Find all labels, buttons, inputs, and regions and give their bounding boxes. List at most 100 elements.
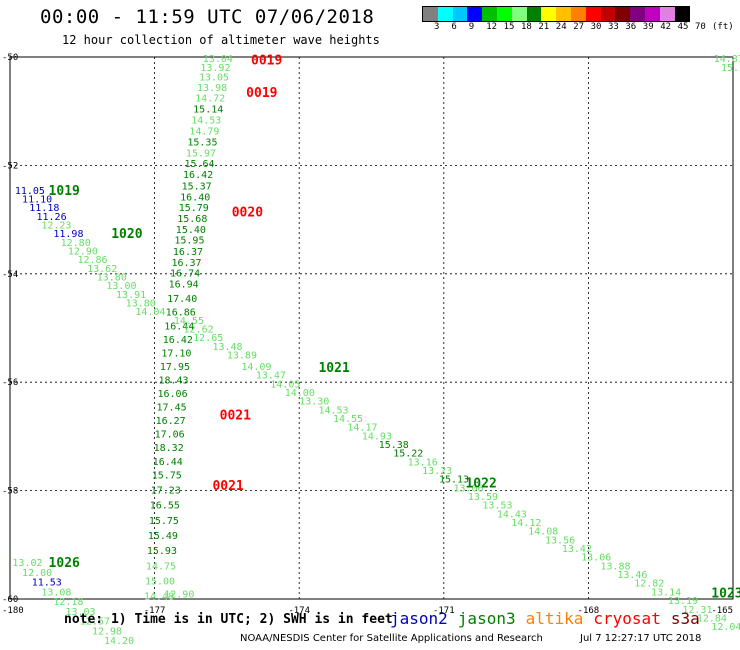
wave-height-value: 16.06	[157, 389, 187, 400]
wave-height-value: 12.84	[697, 613, 727, 624]
axis-ticks: -180 -177 -174 -171 -168 -165 -50 -52 -54 -56 -58 -…	[2, 53, 733, 616]
wave-height-value: 12.23	[41, 220, 71, 231]
wave-height-value: 15.13	[439, 475, 469, 486]
wave-height-value: 12.57	[80, 617, 110, 628]
wave-height-value: 11.05	[15, 186, 45, 197]
legend-label: 12	[486, 22, 498, 32]
wave-height-value: 13.53	[482, 501, 512, 512]
wave-height-value: 11.10	[22, 194, 52, 205]
pass-time-label: 0021	[220, 409, 251, 424]
legend-label: 3	[434, 22, 440, 32]
legend-swatch	[526, 7, 542, 21]
legend-label: 21	[538, 22, 550, 32]
wave-height-value: 15.75	[149, 516, 179, 527]
wave-height-value: 14.12	[511, 518, 541, 529]
wave-height-value: 14.53	[191, 115, 221, 126]
wave-height-value: 12.65	[193, 333, 223, 344]
legend-label: 45	[677, 22, 689, 32]
wave-height-value: 15.22	[393, 449, 423, 460]
wave-height-value: 12.90	[68, 246, 98, 257]
x-tick-label: -180	[2, 606, 24, 616]
wave-height-value: 12.82	[634, 579, 664, 590]
wave-height-value: 13.56	[545, 535, 575, 546]
pass-time-label: 0019	[251, 54, 282, 69]
wave-height-value: 12.62	[184, 325, 214, 336]
wave-height-value: 15.14	[193, 104, 223, 115]
legend-label: 33	[608, 22, 619, 32]
wave-height-observations: 13.0413.9213.0513.9814.7215.1414.5314.79…	[12, 54, 740, 647]
wave-height-value: 15.37	[182, 181, 212, 192]
wave-height-value: 17.06	[155, 430, 185, 441]
wave-height-value: 15.68	[177, 214, 207, 225]
legend-swatch	[674, 7, 690, 21]
map-grid	[9, 56, 734, 600]
legend-swatch	[541, 7, 557, 21]
x-tick-label: -171	[433, 606, 455, 616]
wave-height-value: 14.09	[241, 362, 271, 373]
pass-time-label: 1022	[465, 476, 496, 491]
wave-height-value: 13.14	[651, 587, 681, 598]
legend-swatch	[630, 7, 645, 21]
wave-height-value: 17.10	[161, 348, 191, 359]
y-tick-label: -52	[2, 161, 18, 171]
legend-labels: 3 6 9 12 15 18 21 24 27 30 33 36 39 42 45 70 (ft)	[422, 22, 740, 34]
wave-height-value: 13.03	[65, 607, 95, 618]
wave-height-value: 13.30	[299, 397, 329, 408]
legend-label: 18	[521, 22, 532, 32]
y-tick-label: -50	[2, 53, 18, 63]
wave-height-value: 15.40	[176, 225, 206, 236]
wave-height-value: 16.44	[153, 457, 183, 468]
wave-height-value: 15.35	[187, 138, 217, 149]
y-tick-label: -54	[2, 270, 18, 280]
wave-height-value: 13.06	[453, 483, 483, 494]
wave-height-value: 15.97	[186, 148, 216, 159]
wave-height-value: 14.75	[146, 561, 176, 572]
wave-height-value: 13.16	[408, 457, 438, 468]
wave-height-value: 14.43	[497, 509, 527, 520]
wave-height-value: 15.79	[179, 203, 209, 214]
wave-height-value: 13.59	[468, 492, 498, 503]
wave-height-value: 13.02	[12, 558, 42, 569]
wave-height-value: 17.45	[157, 403, 187, 414]
y-tick-label: -60	[2, 595, 18, 605]
wave-height-value: 16.27	[156, 416, 186, 427]
wave-height-value: 14.53	[318, 405, 348, 416]
wave-height-value: 12.86	[77, 255, 107, 266]
footer-note: note: 1) Time is in UTC; 2) SWH is in fe…	[64, 612, 393, 627]
legend-swatch	[644, 7, 660, 21]
legend-swatch	[556, 7, 571, 21]
wave-height-value: 13.88	[600, 561, 630, 572]
y-tick-label: -56	[2, 378, 18, 388]
wave-height-value: 13.89	[227, 351, 257, 362]
wave-height-value: 14.79	[189, 127, 219, 138]
legend-swatch	[511, 7, 527, 21]
wave-height-value: 12.90	[164, 590, 194, 601]
satellite-cryosat-label: cryosat	[593, 609, 661, 628]
legend-label: 30	[590, 22, 602, 32]
wave-height-value: 14.00	[285, 388, 315, 399]
x-tick-label: -165	[711, 606, 733, 616]
satellite-legend: jason2 jason3 altika cryosat s3a	[390, 609, 710, 628]
wave-height-value: 15.93	[147, 546, 177, 557]
pass-time-label: 0019	[246, 86, 277, 101]
legend-swatch	[467, 7, 483, 21]
wave-height-value: 16.40	[180, 192, 210, 203]
wave-height-value: 13.92	[200, 63, 230, 74]
x-tick-label: -177	[144, 606, 166, 616]
wave-height-value: 11.18	[29, 203, 59, 214]
wave-height-value: 15.95	[174, 236, 204, 247]
wave-height-value: 15.00	[145, 577, 175, 588]
wave-height-value: 13.91	[116, 290, 146, 301]
legend-swatch	[600, 7, 616, 21]
wave-height-value: 13.06	[581, 553, 611, 564]
wave-height-value: 14.55	[174, 316, 204, 327]
wave-height-value: 13.00	[106, 281, 136, 292]
legend-swatch	[659, 7, 675, 21]
wave-height-value: 11.26	[37, 212, 67, 223]
wave-height-value: 16.37	[173, 247, 203, 258]
wave-height-value: 11.98	[53, 229, 83, 240]
wave-height-value: 13.05	[199, 73, 229, 84]
wave-height-value: 13.80	[126, 299, 156, 310]
legend-label: 36	[625, 22, 637, 32]
credit-line: NOAA/NESDIS Center for Satellite Applica…	[240, 633, 543, 644]
